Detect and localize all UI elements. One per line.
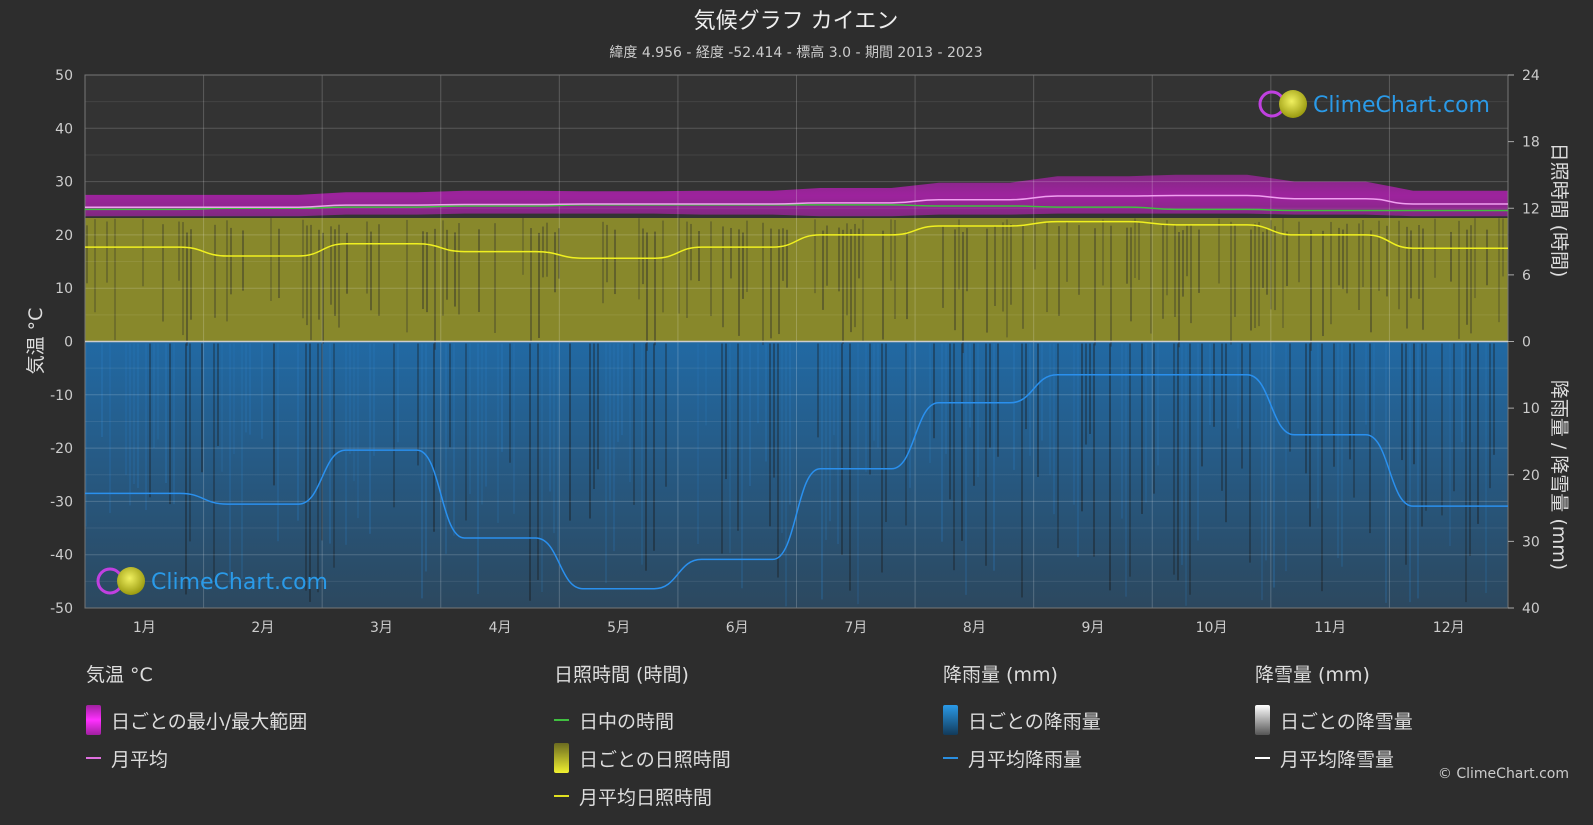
legend-label: 月平均降雨量 bbox=[968, 748, 1083, 771]
left-tick-label: -40 bbox=[50, 548, 73, 564]
legend-item: 日ごとの降雨量 bbox=[943, 701, 1101, 739]
legend-item: 日ごとの日照時間 bbox=[554, 739, 731, 777]
daily-texture bbox=[85, 218, 1504, 607]
left-tick-label: 0 bbox=[64, 335, 73, 351]
legend-label: 日ごとの最小/最大範囲 bbox=[111, 710, 308, 733]
right-tick-label: 12 bbox=[1522, 201, 1540, 217]
legend-label: 日ごとの降雨量 bbox=[968, 710, 1101, 733]
legend-label: 日ごとの降雪量 bbox=[1280, 710, 1413, 733]
logo-sun-icon bbox=[1279, 90, 1307, 118]
right-axis-precip-ticks: 10 20 30 40 bbox=[1508, 401, 1540, 617]
legend-swatch bbox=[554, 743, 569, 773]
legend-title: 降雨量 (mm) bbox=[943, 664, 1058, 686]
legend-swatch bbox=[1255, 757, 1270, 759]
x-tick-label: 4月 bbox=[489, 620, 512, 636]
sunshine-average-line bbox=[85, 220, 1508, 259]
legend: 気温 °C 日ごとの最小/最大範囲 月平均 日照時間 (時間) 日中の時間 日ご… bbox=[0, 660, 1593, 809]
x-axis-ticks: 1月 2月 3月 4月 5月 6月 7月 8月 9月 10月 11月 12月 bbox=[133, 620, 1465, 636]
x-tick-label: 2月 bbox=[251, 620, 274, 636]
legend-swatch bbox=[554, 719, 569, 721]
legend-label: 日中の時間 bbox=[579, 710, 675, 733]
watermark-text: ClimeChart.com bbox=[151, 570, 328, 595]
legend-item: 日ごとの降雪量 bbox=[1255, 701, 1413, 739]
legend-label: 月平均 bbox=[111, 748, 169, 771]
watermark-text: ClimeChart.com bbox=[1313, 93, 1490, 118]
left-tick-label: 40 bbox=[55, 121, 73, 137]
watermark-bottom: ClimeChart.com bbox=[96, 567, 328, 595]
temperature-average-line bbox=[85, 194, 1508, 208]
legend-item: 月平均 bbox=[86, 739, 307, 777]
right-tick-label: 0 bbox=[1522, 335, 1531, 351]
left-tick-label: 20 bbox=[55, 228, 73, 244]
x-tick-label: 8月 bbox=[963, 620, 986, 636]
left-tick-label: 50 bbox=[55, 68, 73, 84]
legend-title: 降雪量 (mm) bbox=[1255, 664, 1370, 686]
x-tick-label: 6月 bbox=[726, 620, 749, 636]
legend-group-sunshine: 日照時間 (時間) 日中の時間 日ごとの日照時間 月平均日照時間 bbox=[554, 660, 731, 815]
legend-group-rain: 降雨量 (mm) 日ごとの降雨量 月平均降雨量 bbox=[943, 660, 1101, 777]
logo-sun-icon bbox=[117, 567, 145, 595]
watermark-top: ClimeChart.com bbox=[1258, 90, 1490, 118]
climate-chart: 気候グラフ カイエン 緯度 4.956 - 経度 -52.414 - 標高 3.… bbox=[25, 9, 1570, 636]
right-tick-label: 24 bbox=[1522, 68, 1540, 84]
legend-swatch bbox=[554, 795, 569, 797]
left-tick-label: -20 bbox=[50, 441, 73, 457]
legend-swatch bbox=[943, 705, 958, 735]
legend-label: 月平均日照時間 bbox=[579, 786, 713, 809]
copyright: © ClimeChart.com bbox=[1437, 766, 1569, 782]
daily-rain-area bbox=[85, 341, 1508, 608]
left-tick-label: -50 bbox=[50, 601, 73, 617]
legend-swatch bbox=[86, 705, 101, 735]
left-tick-label: 10 bbox=[55, 281, 73, 297]
left-axis-label: 気温 °C bbox=[25, 308, 47, 375]
legend-item: 月平均降雨量 bbox=[943, 739, 1101, 777]
x-tick-label: 7月 bbox=[844, 620, 867, 636]
x-tick-label: 11月 bbox=[1314, 620, 1346, 636]
legend-label: 月平均降雪量 bbox=[1280, 748, 1395, 771]
x-tick-label: 9月 bbox=[1081, 620, 1104, 636]
right-tick-label: 6 bbox=[1522, 268, 1531, 284]
left-tick-label: -30 bbox=[50, 494, 73, 510]
legend-item: 月平均日照時間 bbox=[554, 777, 731, 815]
x-tick-label: 1月 bbox=[133, 620, 156, 636]
legend-swatch bbox=[1255, 705, 1270, 735]
left-tick-label: 30 bbox=[55, 175, 73, 191]
right-tick-label: 18 bbox=[1522, 135, 1540, 151]
legend-title: 気温 °C bbox=[86, 664, 153, 686]
legend-group-snow: 降雪量 (mm) 日ごとの降雪量 月平均降雪量 bbox=[1255, 660, 1413, 777]
x-tick-label: 5月 bbox=[607, 620, 630, 636]
right-tick-label: 40 bbox=[1522, 601, 1540, 617]
right-axis-top-label: 日照時間 (時間) bbox=[1548, 143, 1570, 278]
legend-item: 日中の時間 bbox=[554, 701, 731, 739]
right-tick-label: 20 bbox=[1522, 468, 1540, 484]
x-tick-label: 3月 bbox=[370, 620, 393, 636]
legend-item: 日ごとの最小/最大範囲 bbox=[86, 701, 307, 739]
right-tick-label: 30 bbox=[1522, 534, 1540, 550]
legend-swatch bbox=[943, 757, 958, 759]
left-axis-ticks: 50 40 30 20 10 0 -10 -20 -30 -40 -50 bbox=[50, 68, 73, 617]
left-tick-label: -10 bbox=[50, 388, 73, 404]
legend-group-temperature: 気温 °C 日ごとの最小/最大範囲 月平均 bbox=[86, 660, 307, 777]
right-axis-bottom-label: 降雨量 / 降雪量 (mm) bbox=[1548, 380, 1570, 570]
x-tick-label: 10月 bbox=[1196, 620, 1228, 636]
chart-title: 気候グラフ カイエン bbox=[694, 9, 899, 34]
legend-label: 日ごとの日照時間 bbox=[579, 748, 731, 771]
chart-subtitle: 緯度 4.956 - 経度 -52.414 - 標高 3.0 - 期間 2013… bbox=[609, 44, 982, 61]
daylight-hours-line bbox=[85, 204, 1508, 212]
right-axis-sunshine-ticks: 24 18 12 6 0 bbox=[1508, 68, 1540, 351]
rain-average-line bbox=[85, 374, 1508, 590]
legend-title: 日照時間 (時間) bbox=[554, 664, 689, 686]
daily-sunshine-area bbox=[85, 218, 1508, 342]
right-tick-label: 10 bbox=[1522, 401, 1540, 417]
legend-item: 月平均降雪量 bbox=[1255, 739, 1413, 777]
x-tick-label: 12月 bbox=[1433, 620, 1465, 636]
legend-swatch bbox=[86, 757, 101, 759]
